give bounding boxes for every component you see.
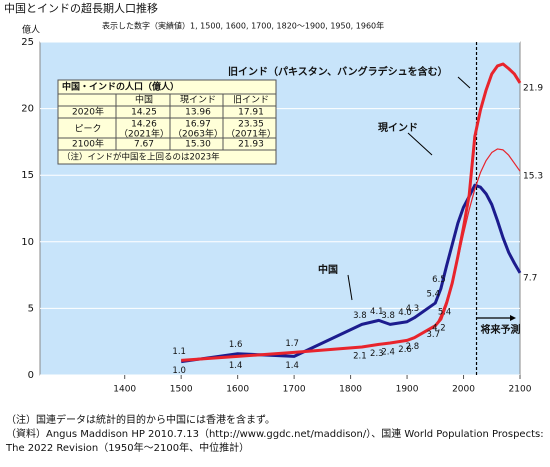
data-label: 1.4: [229, 361, 243, 371]
table-cell: 13.96: [185, 108, 211, 118]
table-cell: 23.35: [238, 120, 264, 130]
data-label: 2.3: [370, 349, 384, 359]
data-label: 2.6: [398, 345, 412, 355]
table-cell: （2071年）: [226, 128, 276, 140]
table-row-label: ピーク: [74, 124, 101, 135]
table-cell: （2021年）: [119, 128, 169, 140]
y-tick-label: 15: [21, 170, 34, 181]
data-label: 1.7: [285, 339, 299, 349]
series-label: 中国: [318, 263, 338, 276]
table-cell: （2063年）: [173, 128, 223, 140]
data-label: 2.8: [406, 342, 420, 352]
note: （注）国連データは統計的目的から中国には香港を含まず。: [6, 415, 275, 426]
data-label: 4.3: [406, 304, 420, 314]
table-title: 中国・インドの人口（億人）: [62, 81, 179, 93]
table-cell: 17.91: [238, 108, 264, 118]
y-tick-label: 5: [28, 303, 34, 314]
data-label: 4.2: [432, 324, 446, 334]
y-axis-label: 億人: [22, 24, 40, 36]
chart: 中国とインドの超長期人口推移 表示した数字（実績値）1, 1500, 1600,…: [4, 1, 543, 395]
callout-line: [347, 274, 353, 301]
data-label: 2.4: [381, 348, 395, 358]
data-label: 5.4: [438, 308, 452, 318]
data-label: 5.4: [427, 290, 441, 300]
table-note: （注）インドが中国を上回るのは2023年: [62, 152, 220, 163]
series-label: 現インド: [378, 122, 418, 134]
table-cell: 15.30: [185, 140, 211, 150]
table-cell: 14.26: [131, 120, 157, 130]
table-cell: 16.97: [185, 120, 211, 130]
y-tick-label: 0: [28, 370, 34, 381]
series-label: 旧インド（パキスタン、バングラデシュを含む）: [228, 65, 448, 78]
forecast-label: 将来予測: [481, 323, 521, 336]
x-tick-label: 1700: [283, 385, 306, 395]
x-tick-label: 1600: [226, 385, 249, 395]
table-cell: 7.67: [134, 140, 154, 150]
x-tick-label: 2000: [452, 385, 475, 395]
forecast-arrowhead: [510, 315, 516, 321]
y-tick-label: 25: [21, 37, 34, 48]
data-label: 1.4: [285, 361, 299, 371]
data-label: 4.1: [370, 307, 384, 317]
chart-subtitle: 表示した数字（実績値）1, 1500, 1600, 1700, 1820～190…: [102, 21, 384, 31]
table-row-label: 2020年: [72, 106, 104, 118]
table-header: 現インド: [180, 95, 216, 106]
x-tick-label: 2100: [509, 385, 532, 395]
note: （資料）Angus Maddison HP 2010.7.13（http://w…: [6, 429, 544, 454]
table-cell: 14.25: [131, 108, 157, 118]
page-title: 中国とインドの超長期人口推移: [4, 1, 158, 15]
data-label: 4.0: [398, 308, 412, 318]
x-tick-label: 1400: [113, 385, 136, 395]
callout-line: [407, 132, 433, 156]
data-label: 6.5: [432, 275, 446, 285]
data-label: 3.8: [381, 311, 395, 321]
notes: （注）国連データは統計的目的から中国には香港を含まず。 （資料）Angus Ma…: [6, 414, 546, 456]
table-header: 旧インド: [233, 95, 269, 106]
end-label: 15.3: [523, 172, 543, 182]
series-line: [181, 62, 522, 362]
table-cell: 21.93: [238, 140, 264, 150]
data-label: 3.7: [427, 330, 441, 340]
x-tick-label: 1900: [396, 385, 419, 395]
data-label: 3.8: [353, 311, 367, 321]
x-tick-label: 1500: [170, 385, 193, 395]
y-tick-label: 20: [21, 104, 34, 115]
data-label: 2.1: [353, 352, 367, 362]
x-tick-label: 1800: [339, 385, 362, 395]
table-header: 中国: [135, 94, 153, 106]
data-label: 1.1: [172, 347, 186, 357]
table-row-label: 2100年: [72, 138, 104, 150]
end-label: 7.7: [523, 273, 537, 283]
series-line: [180, 183, 522, 364]
data-label: 1.0: [172, 366, 186, 376]
y-tick-label: 10: [21, 237, 34, 248]
end-label: 21.9: [523, 83, 543, 93]
callout-line: [457, 76, 471, 89]
data-label: 1.6: [229, 340, 243, 350]
